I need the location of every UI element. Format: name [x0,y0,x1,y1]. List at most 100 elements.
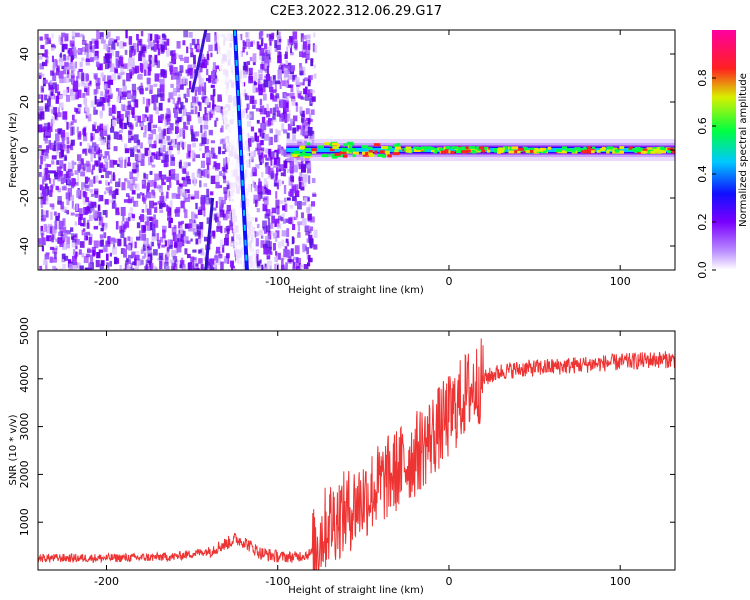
signal-hot-cell [611,147,618,151]
heatmap-noise-cell [113,146,118,152]
heatmap-noise-cell [189,80,192,90]
heatmap-noise-cell [260,240,265,248]
heatmap-noise-cell [290,67,295,72]
heatmap-noise-cell [149,258,153,268]
heatmap-noise-cell [307,89,313,98]
heatmap-noise-cell [284,113,290,122]
heatmap-noise-cell [313,229,318,238]
signal-hot-cell [667,147,674,151]
heatmap-noise-cell [295,102,298,106]
heatmap-noise-cell [276,166,279,176]
heatmap-noise-cell [176,237,180,242]
heatmap-noise-cell [67,55,70,61]
heatmap-noise-cell [272,118,277,122]
heatmap-noise-cell [112,119,116,127]
signal-hot-cell [528,149,534,153]
heatmap-noise-cell [258,155,262,162]
heatmap-noise-cell [70,75,75,85]
heatmap-noise-cell [105,209,108,218]
heatmap-noise-cell [280,264,285,270]
heatmap-noise-cell [116,95,121,103]
heatmap-noise-cell [74,251,78,259]
snr-x-tick-label: 100 [610,575,631,588]
heatmap-noise-cell [80,160,84,169]
heatmap-noise-cell [172,138,176,147]
heatmap-noise-cell [200,264,204,270]
heatmap-noise-cell [258,192,261,202]
signal-hot-cell [374,150,378,154]
signal-hot-cell [352,154,356,158]
heatmap-noise-cell [255,164,260,169]
heatmap-noise-cell [289,92,295,99]
heatmap-noise-cell [196,226,200,232]
heatmap-noise-cell [304,93,310,101]
heatmap-noise-cell [130,149,135,157]
heatmap-noise-cell [286,228,290,237]
heatmap-noise-cell [70,92,76,101]
heatmap-noise-cell [262,220,267,229]
heatmap-noise-cell [115,181,120,188]
heatmap-noise-cell [297,221,303,226]
heatmap-noise-cell [121,94,126,100]
heatmap-noise-cell [172,144,178,148]
heatmap-noise-cell [42,192,47,201]
heatmap-noise-cell [262,83,266,93]
heatmap-noise-cell [177,161,180,167]
heatmap-noise-cell [137,151,142,161]
heatmap-noise-cell [127,198,133,204]
signal-hot-cell [628,146,633,150]
signal-hot-cell [433,150,438,154]
heatmap-noise-cell [104,151,110,156]
heatmap-noise-cell [99,32,104,40]
heatmap-noise-cell [242,93,248,97]
heatmap-noise-cell [108,199,114,203]
heatmap-noise-cell [97,149,103,154]
heatmap-noise-cell [50,87,55,96]
heatmap-noise-cell [102,222,108,229]
heatmap-noise-cell [268,37,274,42]
heatmap-noise-cell [174,138,177,146]
heatmap-noise-cell [208,198,213,204]
heatmap-noise-cell [74,61,77,69]
heatmap-noise-cell [194,96,199,105]
heatmap-noise-cell [144,114,148,118]
signal-hot-cell [484,146,488,150]
heatmap-noise-cell [273,233,276,239]
heatmap-noise-cell [143,173,149,180]
heatmap-noise-cell [223,138,228,144]
heatmap-noise-cell [129,147,135,151]
heatmap-noise-cell [58,70,64,79]
heatmap-noise-cell [173,66,178,76]
heatmap-noise-cell [212,62,216,71]
heatmap-noise-cell [122,91,127,97]
heatmap-noise-cell [66,236,70,245]
heatmap-noise-cell [283,149,289,157]
heatmap-noise-cell [252,104,256,109]
heatmap-noise-cell [195,131,200,137]
signal-hot-cell [379,150,386,154]
heatmap-noise-cell [257,182,261,189]
heatmap-noise-cell [72,248,76,256]
heatmap-noise-cell [296,234,301,239]
heatmap-noise-cell [263,79,269,88]
heatmap-noise-cell [44,33,49,40]
heatmap-noise-cell [127,114,131,122]
heatmap-noise-cell [275,157,281,167]
signal-hot-cell [584,149,592,153]
heatmap-noise-cell [164,240,168,247]
snr-y-tick-label: 2000 [18,460,31,488]
signal-hot-cell [561,146,567,150]
heatmap-noise-cell [62,76,67,83]
heatmap-noise-cell [255,217,258,222]
heatmap-noise-cell [104,199,109,205]
heatmap-noise-cell [249,172,253,178]
heatmap-noise-cell [141,153,144,159]
heatmap-noise-cell [87,247,91,254]
heatmap-noise-cell [73,80,79,90]
heatmap-noise-cell [93,176,96,184]
heatmap-noise-cell [276,205,280,215]
heatmap-noise-cell [128,57,132,67]
heatmap-noise-cell [242,41,247,49]
heatmap-noise-cell [249,95,255,104]
heatmap-noise-cell [167,212,171,221]
